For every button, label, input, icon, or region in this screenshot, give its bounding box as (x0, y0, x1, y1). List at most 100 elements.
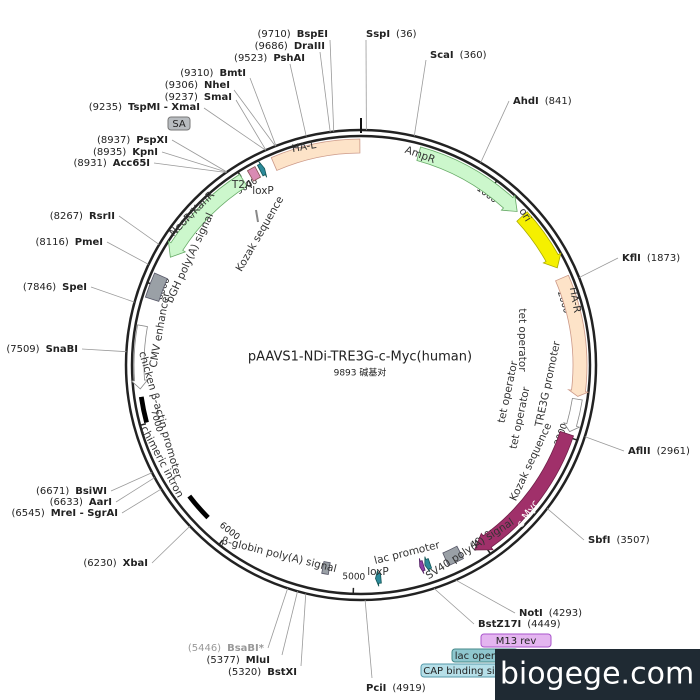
tre3g-arrow (563, 397, 583, 433)
site-leader (151, 525, 191, 564)
site-leader (81, 348, 127, 353)
site-name: SspI (366, 29, 390, 40)
site-label: (8931) Acc65I (74, 158, 151, 169)
site-name: BstXI (267, 667, 297, 678)
site-label: SbfI (3507) (588, 535, 650, 546)
bgh-box (144, 272, 168, 302)
site-name: BmtI (219, 68, 246, 79)
site-name: KpnI (132, 147, 158, 158)
site-position: (5377) (207, 655, 240, 666)
site-position: (9710) (257, 29, 290, 40)
feature-label: HA-L (291, 139, 317, 155)
site-name: KflI (622, 253, 641, 264)
site-label: AhdI (841) (513, 96, 572, 107)
backbone-inner (130, 134, 592, 596)
site-leader (364, 599, 373, 679)
c-myc-arrow (473, 430, 575, 551)
site-label: (6230) XbaI (83, 558, 148, 569)
site-position: (841) (545, 96, 572, 107)
site-leader (106, 241, 149, 265)
site-name: AhdI (513, 96, 539, 107)
site-name: PciI (366, 683, 386, 694)
site-name: MreI - SgrAI (51, 508, 118, 519)
site-position: (9523) (234, 53, 267, 64)
site-label: (5320) BstXI (228, 667, 297, 678)
site-label: BstZ17I (4449) (478, 619, 561, 630)
site-name: AarI (89, 497, 112, 508)
site-leader (480, 100, 510, 163)
annotation-label: CAP binding site (423, 666, 505, 677)
annotation-label: lac operator (455, 651, 516, 662)
site-label: ScaI (360) (430, 50, 487, 61)
site-label: (8937) PspXI (97, 135, 168, 146)
intron-bar (138, 396, 149, 424)
site-position: (5446) (188, 643, 221, 654)
site-name: Acc65I (113, 158, 150, 169)
site-leader (289, 63, 307, 137)
site-label: (6545) MreI - SgrAI (11, 508, 118, 519)
watermark: biogege.com (500, 657, 694, 692)
site-position: (2961) (657, 446, 690, 457)
site-label: (5377) MluI (207, 655, 270, 666)
site-position: (1873) (647, 253, 680, 264)
site-label: (9235) TspMI - XmaI (89, 102, 200, 113)
site-position: (8267) (50, 211, 83, 222)
site-leader (161, 151, 227, 173)
site-leader (433, 588, 475, 625)
feature-label: HA-R (567, 286, 583, 314)
site-leader (121, 488, 162, 514)
map-title: pAAVS1-NDi-TRE3G-c-Myc(human) (248, 350, 472, 365)
site-label: NotI (4293) (519, 608, 582, 619)
site-name: TspMI - XmaI (128, 102, 200, 113)
site-label: PciI (4919) (366, 683, 426, 694)
site-label: (9523) PshAI (234, 53, 305, 64)
site-position: (360) (460, 50, 487, 61)
ha-r-arrow (555, 274, 589, 397)
site-name: XbaI (123, 558, 148, 569)
site-label: (6633) AarI (50, 497, 112, 508)
site-position: (7509) (6, 344, 39, 355)
site-leader (584, 436, 625, 452)
site-leader (319, 51, 331, 133)
feature-label: loxP (367, 566, 389, 578)
site-label: (8267) RsrII (50, 211, 115, 222)
intron-bar (187, 494, 210, 520)
loxp-arrow (375, 570, 382, 587)
site-position: (4919) (392, 683, 425, 694)
site-name: BsiWI (75, 486, 107, 497)
site-leader (249, 77, 277, 147)
scale-tick (218, 539, 224, 546)
site-leader (203, 107, 266, 151)
site-label: SspI (36) (366, 29, 417, 40)
site-leader (233, 89, 276, 147)
site-leader (235, 99, 267, 151)
site-name: BsaBI* (227, 643, 265, 654)
site-leader (546, 508, 585, 541)
site-leader (413, 59, 427, 137)
site-label: (7846) SpeI (23, 282, 87, 293)
ha-l-box (270, 138, 361, 171)
site-position: (36) (396, 29, 417, 40)
site-name: RsrII (89, 211, 115, 222)
site-position: (4293) (549, 608, 582, 619)
lac-op (418, 558, 426, 574)
site-label: KflI (1873) (622, 253, 680, 264)
site-position: (7846) (23, 282, 56, 293)
annotation-label: SA (172, 119, 186, 130)
site-name: PshAI (273, 53, 305, 64)
site-label: (6671) BsiWI (36, 486, 107, 497)
site-label: (9237) SmaI (165, 92, 232, 103)
site-position: (9306) (165, 80, 198, 91)
scale-tick (139, 423, 147, 427)
site-label: AflII (2961) (628, 446, 690, 457)
annotation-label: M13 rev (496, 636, 537, 647)
site-label: (9310) BmtI (180, 68, 246, 79)
site-name: DraIII (294, 41, 325, 52)
lac-arrow (424, 556, 433, 573)
site-leader (578, 257, 619, 278)
features: 100020003000400050006000700080009000 (130, 138, 589, 594)
site-name: SnaBI (46, 344, 78, 355)
site-label: (5446) BsaBI* (188, 643, 265, 654)
site-name: BstZ17I (478, 619, 521, 630)
